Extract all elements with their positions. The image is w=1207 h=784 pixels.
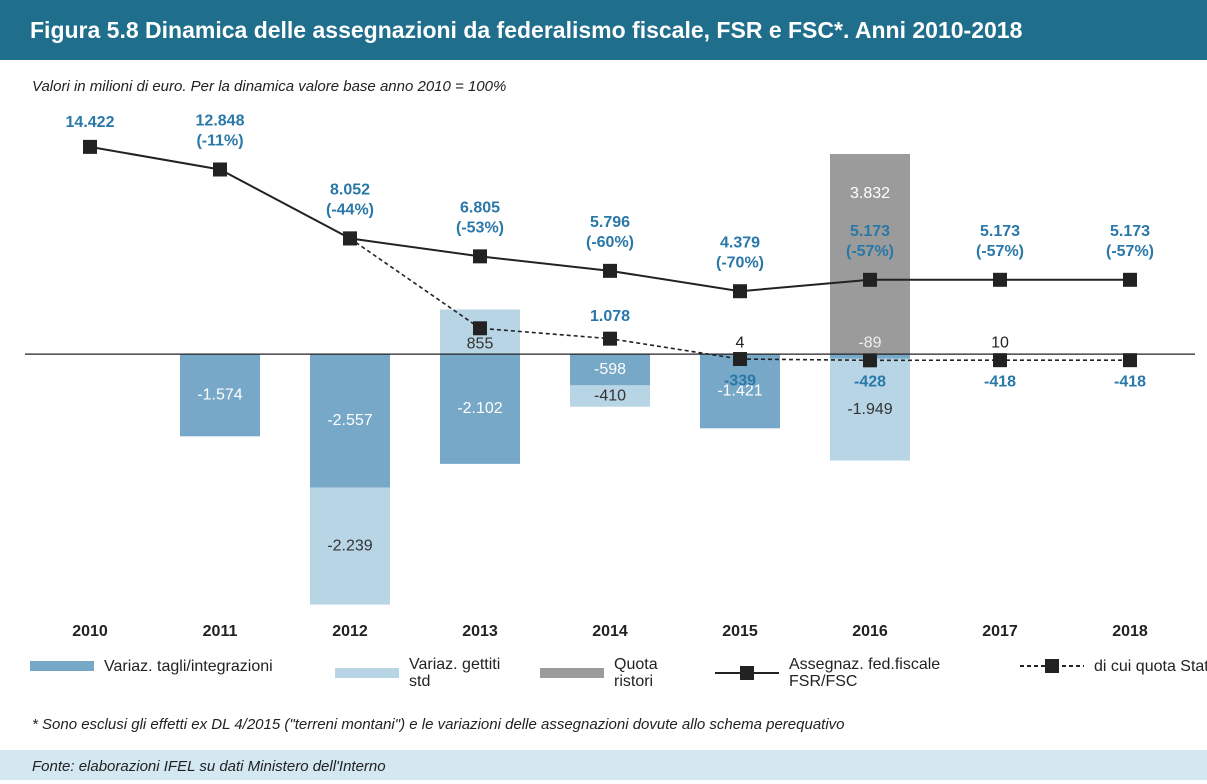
legend-swatch [715,663,779,683]
x-tick-label: 2016 [852,623,888,640]
x-tick-label: 2010 [72,623,108,640]
percent-label: (-60%) [586,234,634,251]
marker [863,273,877,287]
marker [343,231,357,245]
marker [863,353,877,367]
source: Fonte: elaborazioni IFEL su dati Ministe… [0,750,1207,780]
percent-label: (-11%) [196,133,243,150]
legend-item: Variaz. tagli/integrazioni [30,656,274,676]
value-label: 5.173 [850,223,890,240]
marker [603,264,617,278]
swatch [335,668,399,678]
value-label: 14.422 [66,114,115,131]
marker [1123,353,1137,367]
x-tick-label: 2017 [982,623,1018,640]
marker [83,140,97,154]
value-label: 1.078 [590,308,630,325]
marker [473,249,487,263]
value-label: -1.949 [847,401,892,418]
legend-swatch [540,663,604,683]
value-label: -339 [724,372,756,389]
legend-label: Assegnaz. fed.fiscale FSR/FSC [789,656,1004,690]
marker [603,332,617,346]
x-tick-label: 2014 [592,623,628,640]
value-label: 8.052 [330,182,370,199]
value-label: 12.848 [196,113,245,130]
value-label: -410 [594,387,626,404]
value-label: 6.805 [460,200,500,217]
marker [213,162,227,176]
value-label: -89 [858,334,881,351]
value-label: 3.832 [850,185,890,202]
x-tick-label: 2011 [203,623,238,640]
marker [733,352,747,366]
value-label: -1.574 [197,386,242,403]
value-label: 4.379 [720,234,760,251]
percent-label: (-57%) [846,243,894,260]
value-label: -598 [594,361,626,378]
legend-swatch [30,656,94,676]
value-label: -2.557 [327,412,372,429]
legend-label: di cui quota Stato [1094,658,1207,675]
value-label: 4 [736,334,745,351]
swatch [540,668,604,678]
percent-label: (-70%) [716,254,764,271]
legend-swatch [335,663,399,683]
legend-item: Assegnaz. fed.fiscale FSR/FSC [715,656,1004,690]
value-label: -418 [1114,373,1146,390]
value-label: -2.102 [457,400,502,417]
percent-label: (-57%) [976,243,1024,260]
value-label: 855 [467,335,494,352]
swatch-marker [1045,659,1059,673]
legend-label: Quota ristori [614,656,684,690]
swatch [30,661,94,671]
value-label: 5.173 [1110,223,1150,240]
marker [473,321,487,335]
x-tick-label: 2013 [462,623,498,640]
value-label: 5.796 [590,214,630,231]
percent-label: (-53%) [456,220,504,237]
value-label: 10 [991,334,1009,351]
x-tick-label: 2015 [722,623,758,640]
x-tick-label: 2012 [332,623,368,640]
value-label: 5.173 [980,223,1020,240]
percent-label: (-44%) [326,202,374,219]
percent-label: (-57%) [1106,243,1154,260]
footnote: * Sono esclusi gli effetti ex DL 4/2015 … [32,716,845,733]
value-label: -428 [854,374,886,391]
x-tick-label: 2018 [1112,623,1148,640]
legend-item: di cui quota Stato [1020,656,1207,676]
legend-label: Variaz. tagli/integrazioni [104,658,274,675]
legend-label: Variaz. gettiti std [409,656,509,690]
value-label: -2.239 [327,537,372,554]
value-label: -418 [984,373,1016,390]
marker [733,284,747,298]
legend-swatch [1020,656,1084,676]
legend-item: Quota ristori [540,656,684,690]
marker [993,353,1007,367]
marker [993,273,1007,287]
legend-item: Variaz. gettiti std [335,656,509,690]
marker [1123,273,1137,287]
swatch-marker [740,666,754,680]
